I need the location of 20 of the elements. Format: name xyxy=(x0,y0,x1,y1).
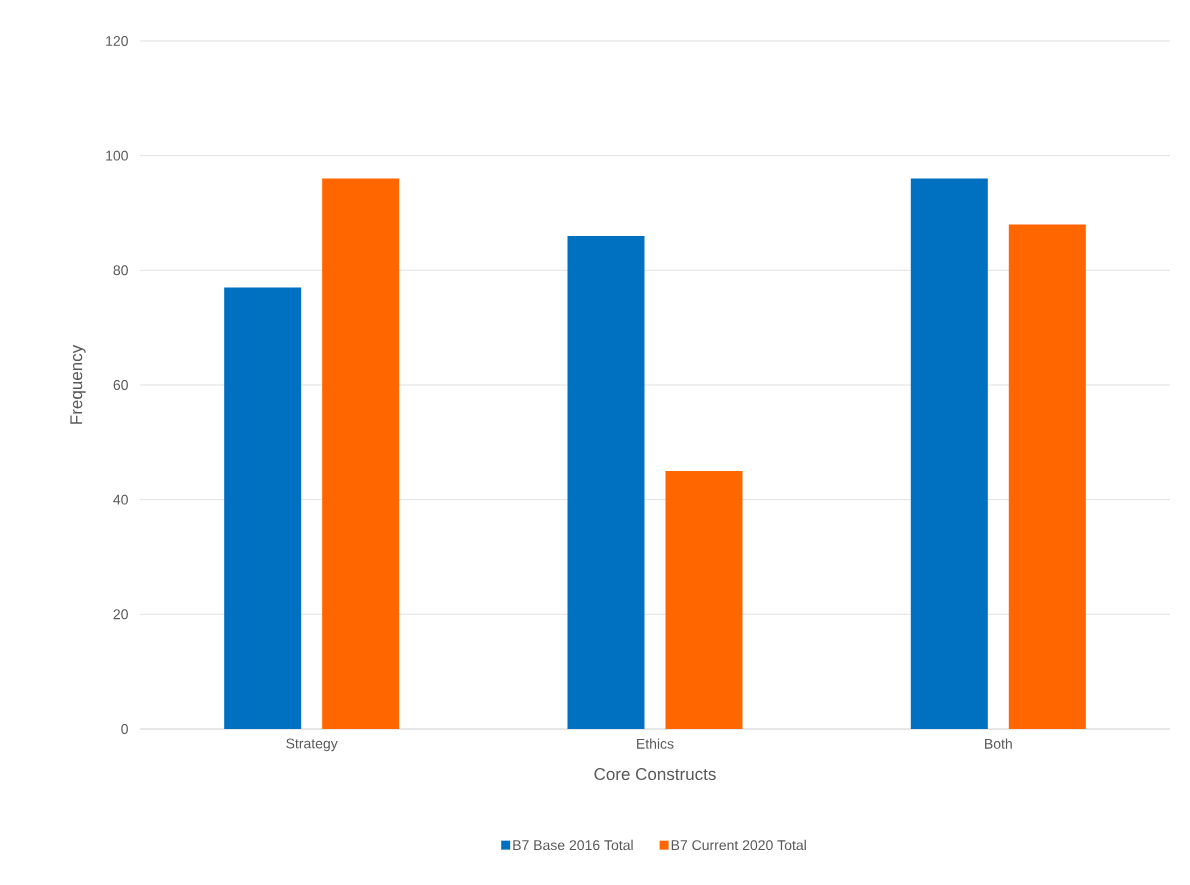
bar xyxy=(567,235,645,729)
y-tick-label: 0 xyxy=(121,724,128,734)
bar xyxy=(1008,224,1086,729)
x-tick-label: Both xyxy=(985,738,1012,749)
x-axis-title: Core Constructs xyxy=(594,768,716,781)
y-axis-title: Frequency xyxy=(70,344,86,424)
legend-label: B7 Current 2020 Total xyxy=(671,839,806,851)
bar xyxy=(224,287,302,729)
x-tick-label: Ethics xyxy=(637,738,674,749)
y-tick-label: 100 xyxy=(106,150,128,161)
y-tick-label: 80 xyxy=(113,265,128,276)
bar xyxy=(910,178,988,729)
y-tick-label: 20 xyxy=(113,609,128,620)
legend-label: B7 Base 2016 Total xyxy=(513,839,633,851)
bar xyxy=(665,470,743,729)
y-tick-label: 60 xyxy=(113,380,128,390)
y-tick-label: 120 xyxy=(106,36,128,46)
y-tick-label: 40 xyxy=(113,494,128,505)
bar xyxy=(322,178,400,729)
x-tick-label: Strategy xyxy=(286,738,338,752)
